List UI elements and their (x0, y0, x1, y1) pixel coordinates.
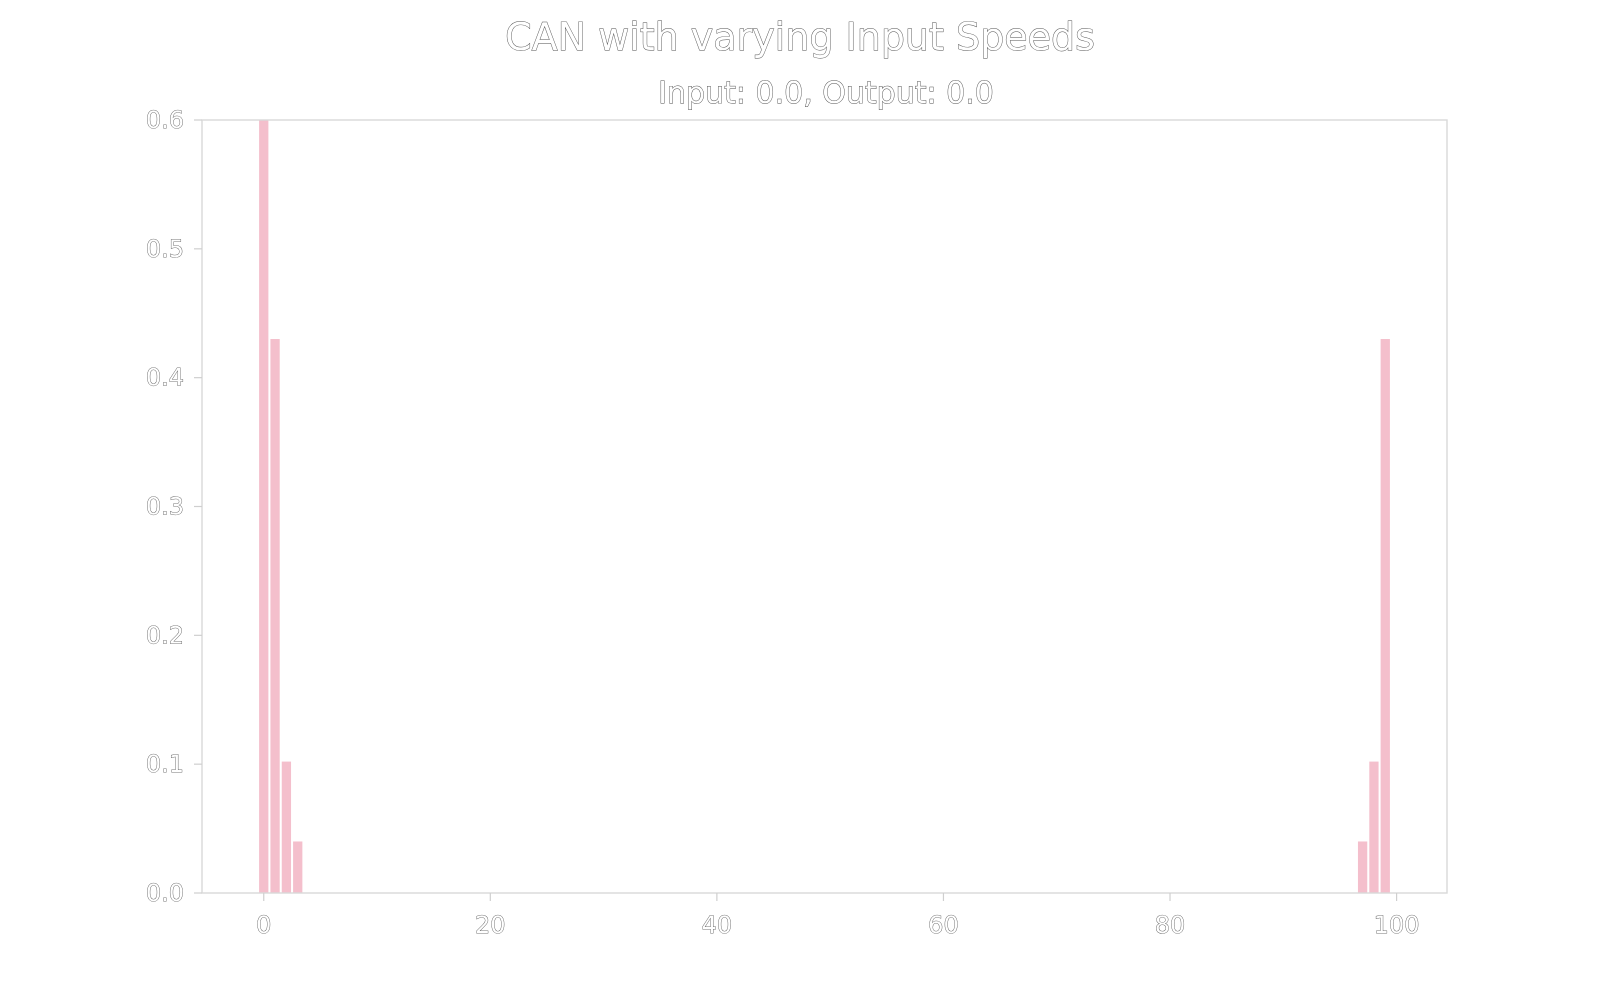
bar-2 (281, 761, 292, 893)
y-tick-label: 0.2 (146, 621, 184, 649)
chart-subtitle: Input: 0.0, Output: 0.0 (658, 76, 994, 111)
x-tick-label: 20 (475, 911, 506, 939)
bar-99 (1380, 339, 1390, 893)
plot-frame (201, 119, 1448, 894)
bar-3 (293, 841, 303, 893)
bar-1 (270, 339, 280, 893)
bar-97 (1357, 841, 1368, 893)
y-tick-label: 0.5 (146, 235, 184, 263)
y-tick-label: 0.4 (146, 364, 184, 392)
bar-0 (259, 120, 269, 893)
bar-98 (1369, 761, 1379, 893)
x-tick-label: 0 (256, 911, 271, 939)
x-tick-label: 100 (1374, 911, 1420, 939)
y-tick-label: 0.6 (146, 106, 184, 134)
y-axis: 0.0 0.1 0.2 0.3 0.4 0.5 0.6 (145, 106, 202, 907)
chart-title: CAN with varying Input Speeds (505, 15, 1095, 59)
bars-layer (259, 120, 1390, 893)
y-tick-label: 0.0 (146, 879, 184, 907)
y-tick-label: 0.1 (146, 750, 184, 778)
x-tick-label: 80 (1155, 911, 1186, 939)
x-axis: 0 20 40 60 80 100 (256, 893, 1420, 939)
y-tick-label: 0.3 (146, 493, 184, 521)
x-tick-label: 60 (928, 911, 959, 939)
x-tick-label: 40 (702, 911, 733, 939)
